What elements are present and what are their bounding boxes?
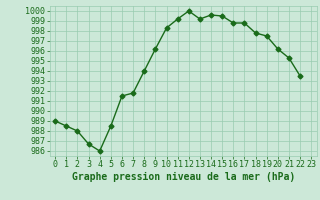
X-axis label: Graphe pression niveau de la mer (hPa): Graphe pression niveau de la mer (hPa): [72, 172, 295, 182]
